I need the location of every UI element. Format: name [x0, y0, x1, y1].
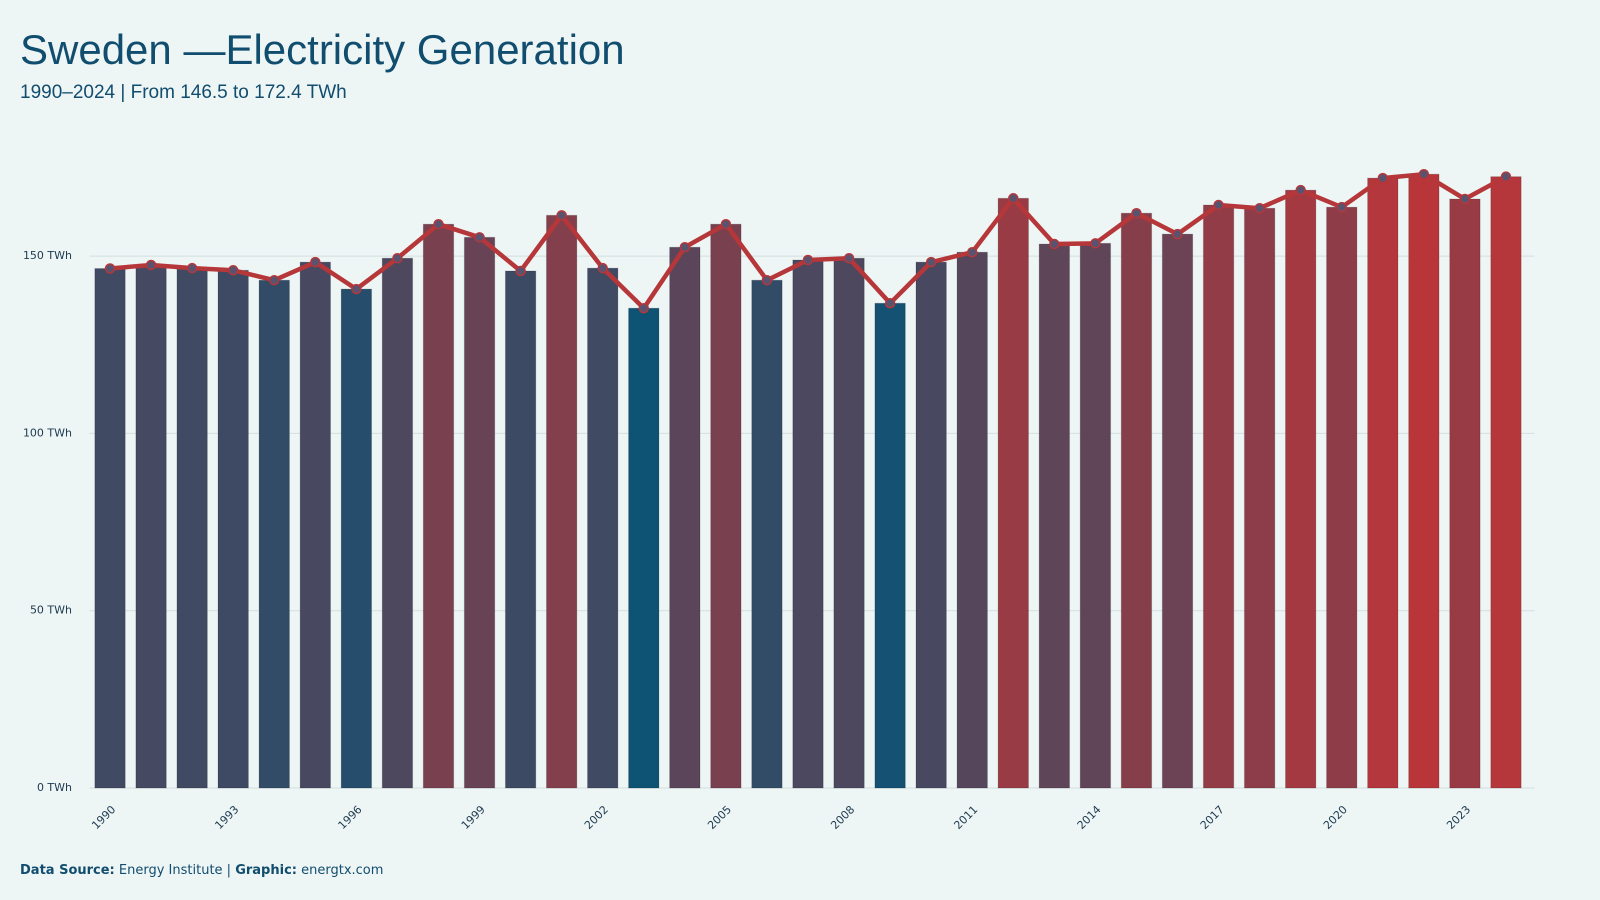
point — [392, 252, 403, 264]
bar — [1284, 189, 1317, 789]
bar — [545, 214, 578, 789]
chart-title: Sweden —Electricity Generation — [20, 26, 625, 73]
bar — [1120, 212, 1153, 789]
bar — [1079, 242, 1112, 789]
point — [843, 252, 855, 264]
point — [1418, 168, 1430, 180]
bar — [258, 279, 290, 789]
point — [1377, 172, 1389, 184]
point — [186, 262, 198, 274]
point — [1008, 193, 1019, 204]
point — [597, 262, 608, 274]
bar — [751, 279, 783, 789]
point — [679, 241, 691, 253]
point — [104, 263, 116, 274]
bar — [340, 288, 373, 789]
bar — [504, 270, 537, 789]
bar — [1202, 204, 1235, 789]
bar — [381, 257, 414, 789]
footer-source: Energy Institute | — [119, 863, 231, 878]
bar — [1161, 233, 1194, 789]
point — [1295, 184, 1306, 196]
point — [227, 265, 239, 276]
bar — [135, 264, 167, 789]
point — [1131, 207, 1142, 219]
bar — [833, 257, 865, 789]
bar — [94, 268, 126, 789]
y-tick-label: 50 TWh — [30, 604, 72, 617]
point — [1336, 201, 1347, 213]
point — [1254, 202, 1265, 214]
bar — [792, 259, 824, 789]
bar — [1408, 173, 1440, 789]
bar — [217, 269, 249, 789]
point — [802, 254, 814, 266]
y-tick-label: 150 TWh — [23, 249, 72, 262]
point — [1500, 171, 1512, 182]
bar — [628, 307, 660, 789]
point — [474, 232, 485, 243]
point — [1049, 238, 1060, 250]
bar — [1038, 243, 1071, 789]
point — [638, 302, 650, 314]
point — [556, 210, 567, 221]
point — [884, 298, 896, 309]
bar — [422, 223, 455, 789]
point — [310, 256, 321, 268]
point — [433, 218, 444, 230]
bar — [915, 261, 947, 789]
bar — [299, 261, 332, 789]
point — [351, 283, 362, 295]
y-tick-label: 0 TWh — [37, 781, 72, 794]
bar — [997, 197, 1029, 789]
point — [1090, 238, 1101, 249]
bar — [874, 302, 906, 789]
bar — [1367, 177, 1399, 789]
bar — [463, 236, 496, 789]
point — [1459, 193, 1471, 205]
chart-subtitle: 1990–2024 | From 146.5 to 172.4 TWh — [20, 82, 347, 103]
bar — [1449, 198, 1481, 789]
point — [145, 259, 157, 271]
bar — [1326, 206, 1358, 789]
bar — [1490, 176, 1522, 789]
point — [515, 265, 526, 277]
footer-graphic-label: Graphic: — [235, 863, 297, 878]
bar — [956, 251, 988, 789]
bar — [176, 267, 208, 789]
point — [761, 274, 773, 286]
footer: Data Source: Energy Institute | Graphic:… — [20, 863, 383, 878]
point — [1213, 199, 1224, 211]
bar — [1243, 207, 1276, 789]
point — [925, 256, 937, 268]
bar — [710, 223, 742, 789]
point — [720, 218, 732, 230]
bar — [669, 246, 701, 789]
footer-graphic: energtx.com — [301, 863, 383, 878]
point — [966, 246, 978, 258]
point — [269, 274, 280, 286]
bar — [587, 267, 619, 789]
y-tick-label: 100 TWh — [23, 426, 72, 439]
footer-source-label: Data Source: — [20, 863, 115, 878]
point — [1172, 228, 1183, 240]
